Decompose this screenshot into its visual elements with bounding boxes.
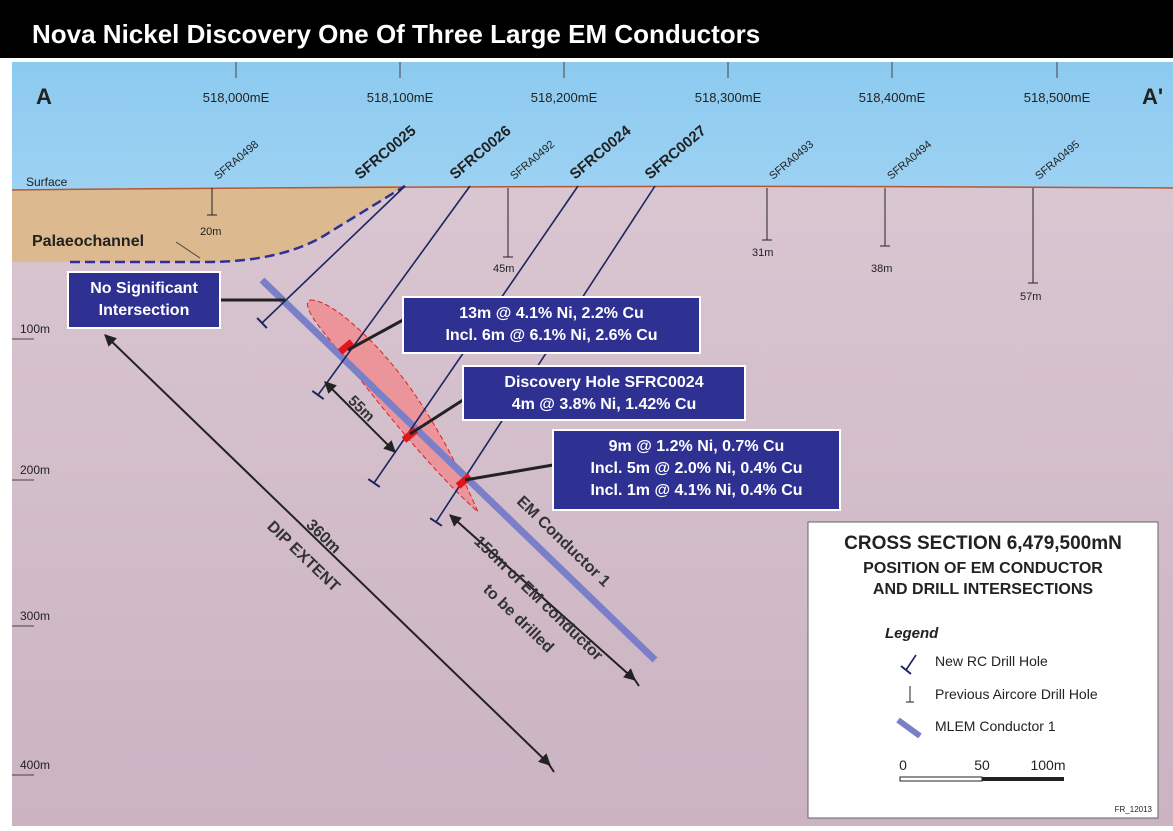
title: Nova Nickel Discovery One Of Three Large… <box>32 19 760 49</box>
easting-label: 518,100mE <box>367 90 434 105</box>
callout-text: Incl. 5m @ 2.0% Ni, 0.4% Cu <box>590 460 802 477</box>
depth-label: 100m <box>20 322 50 336</box>
callout-text: No Significant <box>90 280 198 297</box>
legend-heading: CROSS SECTION 6,479,500mN <box>844 533 1122 554</box>
callout-text: 9m @ 1.2% Ni, 0.7% Cu <box>609 438 785 455</box>
cross-section: Nova Nickel Discovery One Of Three Large… <box>0 0 1173 826</box>
legend-heading: POSITION OF EM CONDUCTOR <box>863 560 1103 577</box>
easting-label: 518,200mE <box>531 90 598 105</box>
easting-label: 518,000mE <box>203 90 270 105</box>
scale-label: 50 <box>974 757 990 773</box>
callout-text: 13m @ 4.1% Ni, 2.2% Cu <box>459 305 644 322</box>
scale-label: 0 <box>899 757 907 773</box>
legend-item: Previous Aircore Drill Hole <box>935 686 1098 702</box>
page: Nova Nickel Discovery One Of Three Large… <box>0 0 1173 826</box>
easting-label: 518,400mE <box>859 90 926 105</box>
depth-label: 200m <box>20 463 50 477</box>
section-end: A' <box>1142 84 1163 109</box>
aircore-hole-depth: 38m <box>871 263 892 275</box>
callout-text: Discovery Hole SFRC0024 <box>504 374 703 391</box>
aircore-hole-depth: 31m <box>752 247 773 259</box>
callout-text: 4m @ 3.8% Ni, 1.42% Cu <box>512 396 697 413</box>
figure-ref: FR_12013 <box>1115 805 1153 814</box>
easting-label: 518,300mE <box>695 90 762 105</box>
section-start: A <box>36 84 52 109</box>
scale-label: 100m <box>1030 757 1065 773</box>
easting-label: 518,500mE <box>1024 90 1091 105</box>
aircore-hole-depth: 45m <box>493 263 514 275</box>
depth-label: 400m <box>20 758 50 772</box>
depth-label: 300m <box>20 609 50 623</box>
palaeochannel-label: Palaeochannel <box>32 233 144 250</box>
surface-label: Surface <box>26 175 68 189</box>
scale-bar <box>900 777 982 781</box>
legend-heading: AND DRILL INTERSECTIONS <box>873 581 1093 598</box>
legend-item: New RC Drill Hole <box>935 653 1048 669</box>
aircore-hole-depth: 20m <box>200 226 221 238</box>
callout-text: Incl. 6m @ 6.1% Ni, 2.6% Cu <box>445 327 657 344</box>
legend-title: Legend <box>885 625 939 642</box>
legend-item: MLEM Conductor 1 <box>935 718 1056 734</box>
callout-text: Intersection <box>99 302 190 319</box>
scale-bar <box>982 777 1064 781</box>
aircore-hole-depth: 57m <box>1020 291 1041 303</box>
callout-text: Incl. 1m @ 4.1% Ni, 0.4% Cu <box>590 482 802 499</box>
